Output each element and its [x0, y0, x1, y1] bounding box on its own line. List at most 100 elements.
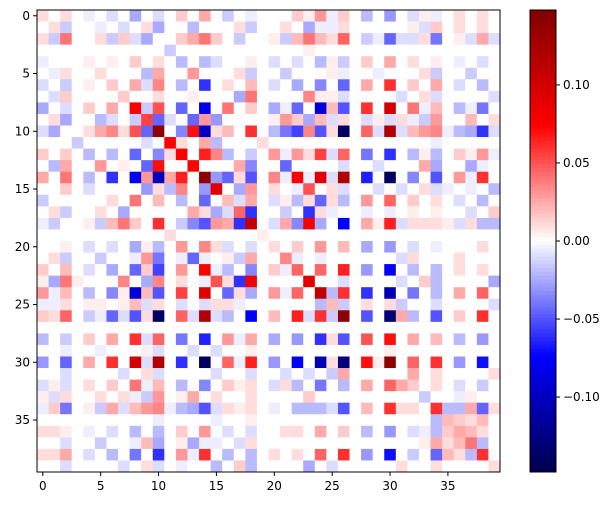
heatmap-cell — [71, 194, 84, 207]
colorbar-segment — [530, 306, 556, 311]
heatmap-cell — [442, 160, 455, 173]
colorbar-segment — [530, 244, 556, 250]
heatmap-cell — [442, 344, 455, 357]
heatmap-cell — [164, 448, 177, 461]
heatmap-cell — [453, 333, 466, 346]
heatmap-cell — [418, 448, 431, 461]
heatmap-cell — [418, 310, 431, 323]
heatmap-cell — [48, 113, 61, 126]
heatmap-cell — [430, 90, 443, 103]
heatmap-cell — [94, 79, 107, 92]
heatmap-cell — [488, 102, 501, 115]
heatmap-cell — [106, 79, 119, 92]
heatmap-cell — [199, 21, 212, 34]
heatmap-cell — [48, 437, 61, 450]
heatmap-cell — [268, 79, 281, 92]
heatmap-cell — [465, 264, 478, 277]
heatmap-cell — [280, 287, 293, 300]
heatmap-cell — [465, 379, 478, 392]
heatmap-cell — [453, 56, 466, 69]
heatmap-cell — [233, 33, 246, 46]
heatmap-cell — [453, 379, 466, 392]
heatmap-cell — [280, 125, 293, 138]
heatmap-cell — [222, 333, 235, 346]
heatmap-cell — [303, 171, 316, 184]
heatmap-cell — [465, 90, 478, 103]
heatmap-cell — [175, 391, 188, 404]
heatmap-cell — [430, 241, 443, 253]
heatmap-cell — [94, 56, 107, 69]
heatmap-cell — [141, 44, 154, 57]
heatmap-cell — [210, 321, 223, 334]
heatmap-cell — [337, 194, 350, 207]
heatmap-cell — [37, 344, 49, 357]
colorbar-segment — [530, 391, 556, 396]
heatmap-cell — [164, 356, 177, 369]
heatmap-cell — [118, 79, 130, 92]
heatmap-cell — [106, 160, 119, 173]
heatmap-cell — [453, 44, 466, 57]
heatmap-cell — [60, 79, 73, 92]
heatmap-cell — [94, 171, 107, 184]
heatmap-cell — [326, 391, 339, 404]
heatmap-cell — [349, 368, 362, 380]
heatmap-cell — [37, 33, 49, 46]
heatmap-cell — [222, 368, 235, 380]
heatmap-cell — [222, 437, 235, 450]
heatmap-cell — [60, 183, 73, 196]
heatmap-cell — [453, 264, 466, 277]
heatmap-cell — [245, 310, 258, 323]
colorbar-segment — [530, 383, 556, 388]
heatmap-cell — [106, 44, 119, 57]
heatmap-cell — [141, 90, 154, 103]
heatmap-cell — [187, 414, 200, 427]
heatmap-cell — [453, 194, 466, 207]
colorbar-segment — [530, 456, 556, 461]
heatmap-cell — [71, 79, 84, 92]
heatmap-cell — [94, 379, 107, 392]
heatmap-cell — [384, 229, 397, 242]
heatmap-cell — [164, 460, 177, 473]
y-tick-label: 30 — [15, 355, 30, 369]
heatmap-cell — [106, 333, 119, 346]
colorbar-segment — [530, 40, 556, 46]
heatmap-cell — [94, 194, 107, 207]
heatmap-cell — [303, 425, 316, 438]
colorbar-segment — [530, 329, 556, 334]
heatmap-cell — [71, 460, 84, 473]
heatmap-cell — [453, 321, 466, 334]
heatmap-cell — [337, 125, 350, 138]
heatmap-cell — [210, 102, 223, 115]
heatmap-cell — [314, 21, 327, 34]
heatmap-cell — [187, 137, 200, 149]
heatmap-cell — [314, 217, 327, 230]
heatmap-cell — [210, 206, 223, 219]
heatmap-cell — [245, 368, 258, 380]
heatmap-cell — [268, 333, 281, 346]
heatmap-cell — [349, 437, 362, 450]
heatmap-cell — [245, 125, 258, 138]
heatmap-cell — [233, 437, 246, 450]
heatmap-cell — [361, 160, 374, 173]
heatmap-cell — [222, 379, 235, 392]
heatmap-cell — [488, 379, 501, 392]
heatmap-cell — [430, 264, 443, 277]
heatmap-cell — [395, 391, 408, 404]
heatmap-cell — [199, 379, 212, 392]
heatmap-cell — [175, 56, 188, 69]
heatmap-cell — [430, 437, 443, 450]
heatmap-cell — [337, 90, 350, 103]
colorbar-segment — [530, 294, 556, 300]
heatmap-cell — [48, 391, 61, 404]
heatmap-cell — [407, 356, 420, 369]
heatmap-cell — [187, 298, 200, 311]
heatmap-cell — [280, 437, 293, 450]
heatmap-cell — [418, 113, 431, 126]
heatmap-cell — [303, 310, 316, 323]
heatmap-cell — [141, 321, 154, 334]
colorbar-segment — [530, 402, 556, 408]
heatmap-cell — [372, 102, 385, 115]
heatmap-cell — [245, 252, 258, 265]
heatmap-cell — [48, 356, 61, 369]
heatmap-cell — [453, 33, 466, 46]
